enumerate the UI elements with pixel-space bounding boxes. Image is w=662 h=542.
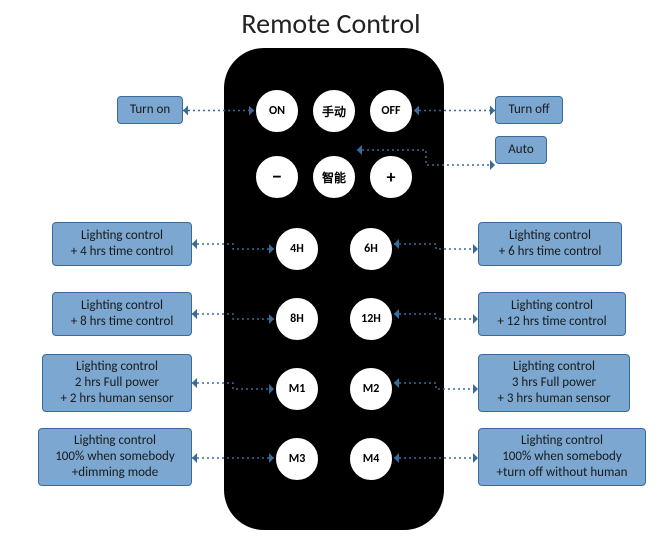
page-title: Remote Control xyxy=(0,6,662,41)
lbl-auto: Auto xyxy=(495,136,547,164)
lbl-6h: Lighting control + 6 hrs time control xyxy=(478,222,622,266)
lbl-4h: Lighting control + 4 hrs time control xyxy=(52,222,192,266)
lbl-off: Turn off xyxy=(495,96,563,124)
btn-m4[interactable]: M4 xyxy=(348,436,394,482)
btn-8h[interactable]: 8H xyxy=(274,296,320,342)
btn-m3[interactable]: M3 xyxy=(274,436,320,482)
btn-4h[interactable]: 4H xyxy=(274,226,320,272)
btn-minus[interactable]: − xyxy=(254,154,300,200)
btn-6h[interactable]: 6H xyxy=(348,226,394,272)
btn-12h[interactable]: 12H xyxy=(348,296,394,342)
lbl-8h: Lighting control + 8 hrs time control xyxy=(52,292,192,336)
lbl-on: Turn on xyxy=(117,96,183,124)
btn-m2[interactable]: M2 xyxy=(348,366,394,412)
btn-auto[interactable]: 智能 xyxy=(311,154,357,200)
btn-m1[interactable]: M1 xyxy=(274,366,320,412)
lbl-m3: Lighting control 100% when somebody +dim… xyxy=(38,428,192,486)
lbl-m4: Lighting control 100% when somebody +tur… xyxy=(478,428,646,486)
btn-plus[interactable]: + xyxy=(368,154,414,200)
lbl-m1: Lighting control 2 hrs Full power + 2 hr… xyxy=(42,354,192,412)
lbl-12h: Lighting control + 12 hrs time control xyxy=(478,292,626,336)
btn-manual[interactable]: 手动 xyxy=(311,88,357,134)
lbl-m2: Lighting control 3 hrs Full power + 3 hr… xyxy=(478,354,630,412)
btn-on[interactable]: ON xyxy=(254,88,300,134)
btn-off[interactable]: OFF xyxy=(368,88,414,134)
